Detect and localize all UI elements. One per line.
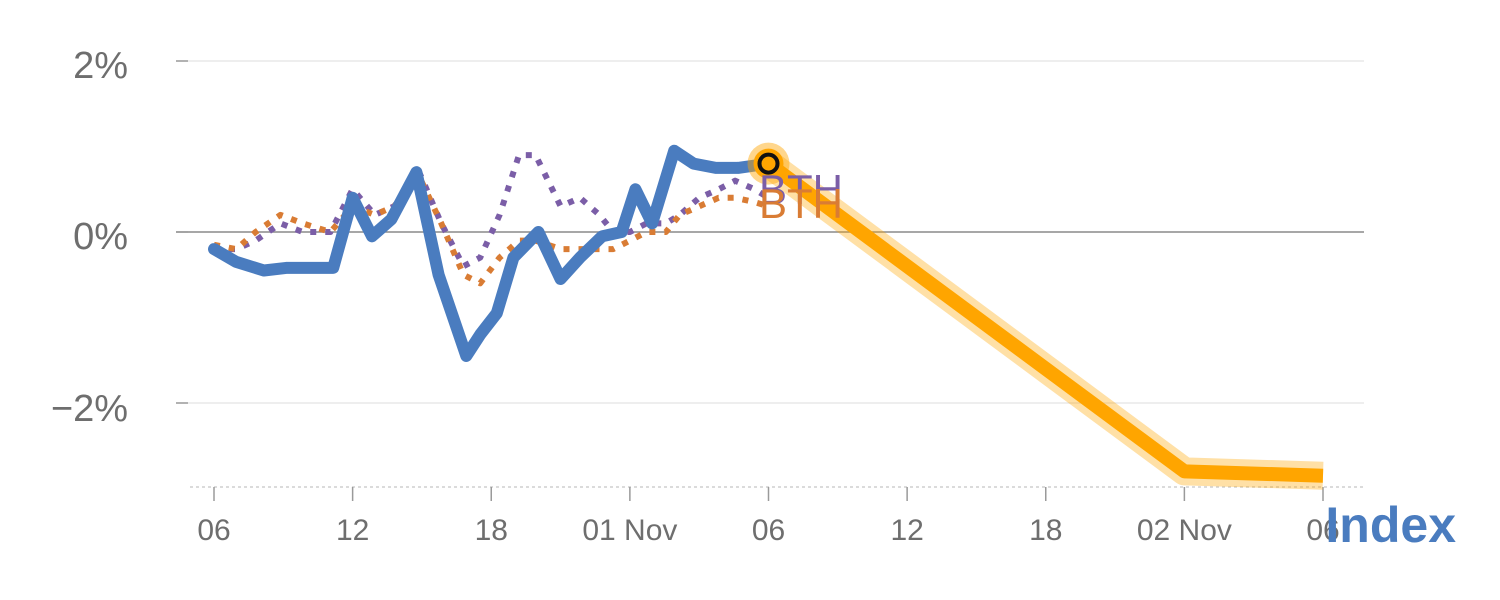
series-layer bbox=[208, 142, 1324, 490]
y-tick-label-2: 2% bbox=[73, 45, 128, 87]
y-axis: 2% 0% −2% bbox=[51, 45, 128, 430]
bth-label-orange: BTH bbox=[759, 180, 843, 227]
x-tick-label-4: 06 bbox=[752, 514, 785, 547]
x-tick-label-3: 01 Nov bbox=[582, 514, 677, 547]
x-tick-label-0: 06 bbox=[197, 514, 230, 547]
annotation-layer: BTH BTH Index bbox=[759, 166, 1456, 553]
series-bth-orange-line bbox=[213, 173, 770, 287]
series-forecast-line bbox=[764, 157, 1324, 483]
x-tick-label-7: 02 Nov bbox=[1137, 514, 1232, 547]
x-axis: 06 12 18 01 Nov 06 12 18 02 Nov 06 bbox=[197, 487, 1340, 547]
grid-layer bbox=[176, 60, 1364, 488]
marker-center bbox=[757, 152, 780, 175]
y-tick-label-minus2: −2% bbox=[51, 388, 128, 430]
x-tick-label-6: 18 bbox=[1029, 514, 1062, 547]
x-tick-label-5: 12 bbox=[890, 514, 923, 547]
x-tick-label-1: 12 bbox=[336, 514, 369, 547]
series-index-line bbox=[208, 144, 775, 362]
legend-index-label: Index bbox=[1325, 497, 1456, 553]
bth-label-purple: BTH bbox=[759, 166, 843, 213]
y-tick-label-0: 0% bbox=[73, 216, 128, 258]
x-tick-label-8: 06 bbox=[1306, 514, 1339, 547]
series-forecast-glow bbox=[760, 152, 1324, 490]
x-tick-label-2: 18 bbox=[475, 514, 508, 547]
